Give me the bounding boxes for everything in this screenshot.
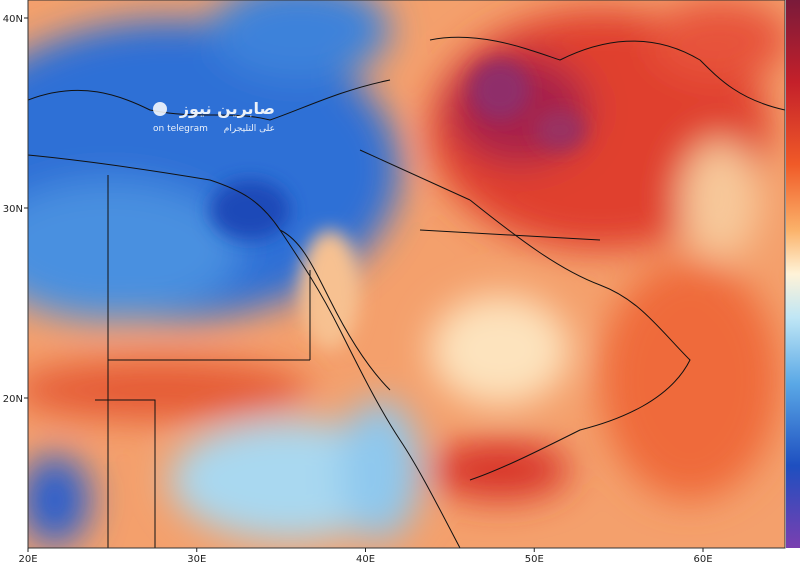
map-frame — [27, 0, 786, 549]
watermark-subtitle-en: on telegram — [153, 124, 208, 134]
lon-label: 40E — [356, 554, 375, 565]
lat-label: 30N — [3, 204, 23, 215]
watermark-subtitle-ar: على التليجرام — [224, 124, 275, 134]
lon-label: 20E — [18, 554, 37, 565]
temperature-field — [28, 0, 785, 548]
boundaries — [28, 36, 785, 548]
lat-label: 20N — [3, 394, 23, 405]
lon-label: 30E — [187, 554, 206, 565]
telegram-icon — [153, 102, 167, 116]
lon-label: 60E — [693, 554, 712, 565]
colorbar — [786, 0, 800, 548]
watermark-title: صابرين نيوز — [179, 99, 275, 118]
watermark: صابرين نيوز on telegram على التليجرام — [153, 99, 275, 134]
lat-label: 40N — [3, 14, 23, 25]
lon-label: 50E — [525, 554, 544, 565]
